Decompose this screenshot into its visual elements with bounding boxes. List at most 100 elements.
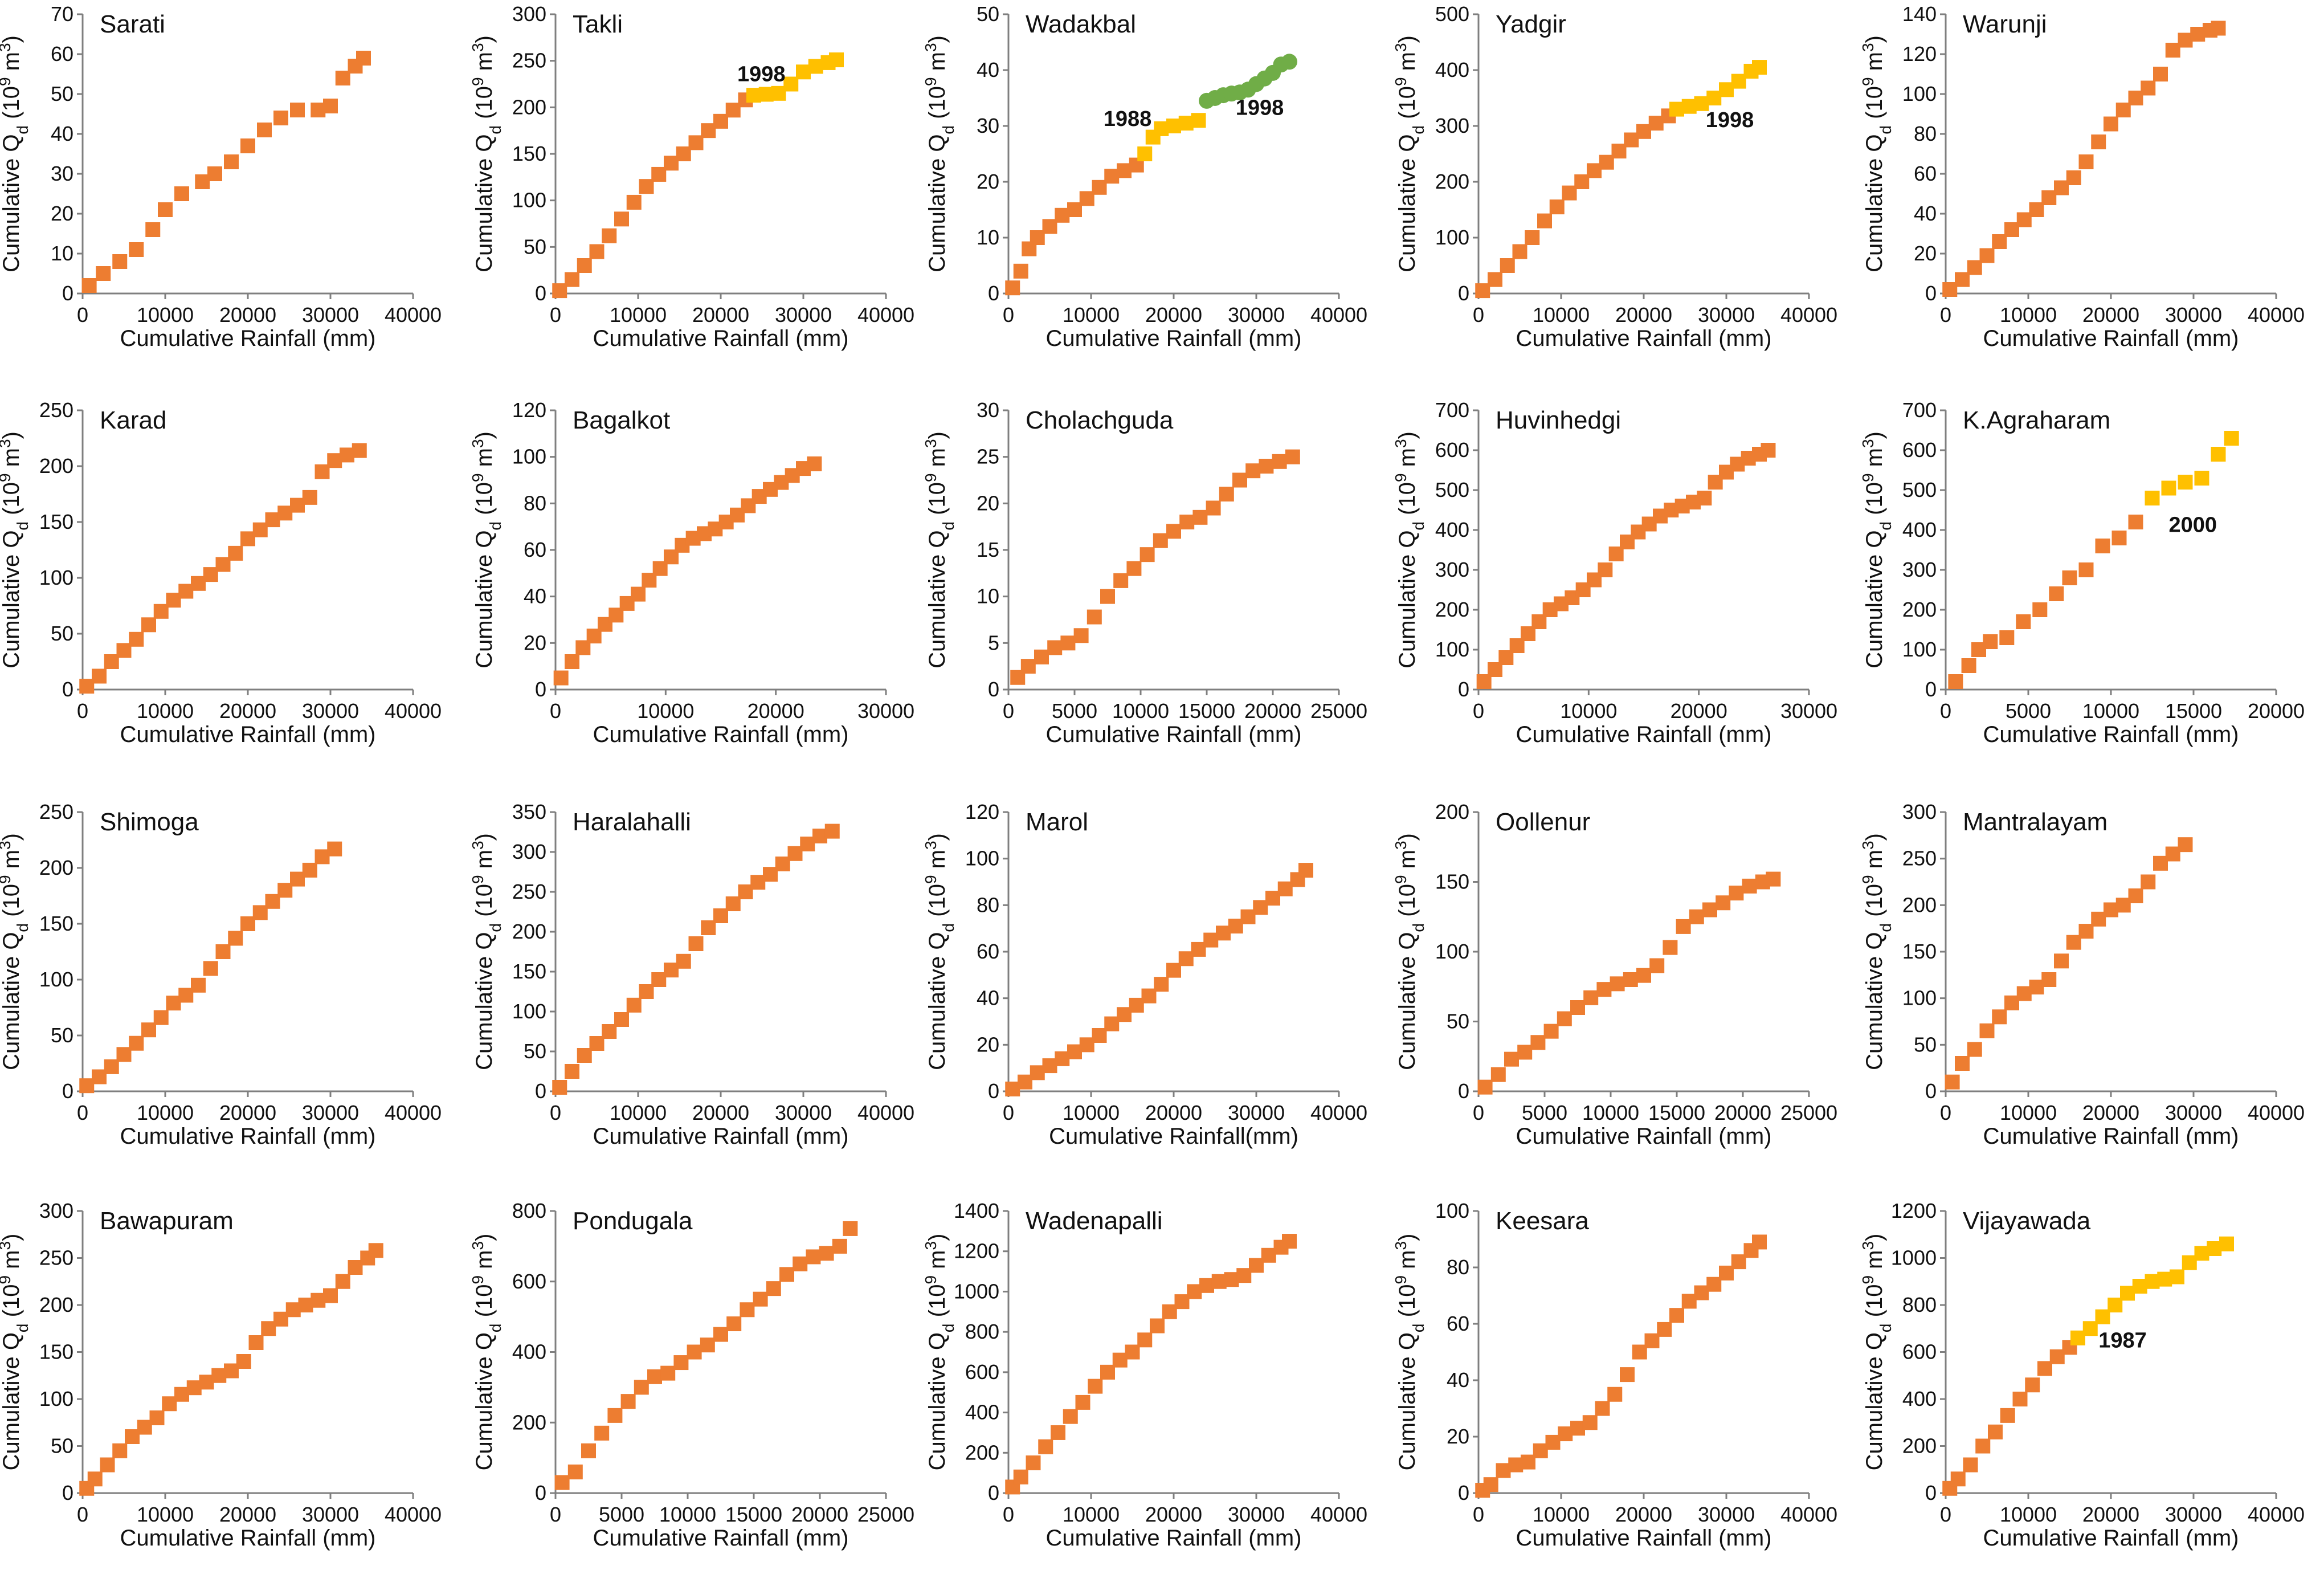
x-tick-label: 20000	[219, 1503, 276, 1526]
x-tick-label: 0	[77, 1503, 88, 1526]
data-point	[203, 567, 218, 582]
y-axis-title: Cumulative Qd (109 m3)	[0, 431, 31, 668]
x-tick-label: 15000	[1648, 1101, 1705, 1124]
y-tick-label: 50	[524, 1039, 546, 1063]
x-tick-label: 0	[77, 1101, 88, 1124]
x-tick-label: 10000	[2000, 303, 2057, 327]
data-point	[2211, 21, 2226, 36]
chart-panel-marol: 0 20 40 60 80 100 120 0 10000 20000 30000 40000 Cumu…	[922, 800, 1368, 1149]
y-axis-title: Cumulative Qd (109 m3)	[922, 1234, 957, 1471]
data-point	[1178, 116, 1194, 131]
data-point	[153, 603, 169, 619]
data-point	[639, 984, 654, 999]
data-point	[1598, 562, 1613, 577]
data-point	[129, 631, 144, 647]
y-axis-title: Cumulative Qd (109 m3)	[1392, 431, 1427, 668]
data-point	[368, 1243, 383, 1258]
x-tick-label: 20000	[1670, 699, 1727, 723]
data-point	[1596, 982, 1612, 997]
series-base-period	[1005, 157, 1144, 296]
y-tick-label: 0	[1925, 1481, 1937, 1504]
y-axis-title: Cumulative Qd (109 m3)	[1859, 833, 1894, 1070]
data-point	[620, 1394, 636, 1409]
y-tick-label: 0	[1925, 282, 1937, 305]
y-tick-label: 600	[1902, 438, 1937, 462]
data-point	[1607, 1387, 1623, 1402]
data-point	[750, 875, 766, 890]
data-point	[1249, 1258, 1264, 1273]
data-point	[1100, 589, 1115, 604]
chart-panel-sarati: 0 10 20 30 40 50 60 70 0 10000 20000 30000 40000 Cumu…	[0, 2, 442, 351]
data-point	[631, 586, 646, 602]
data-point	[2041, 972, 2057, 987]
data-point	[565, 654, 579, 669]
data-point	[602, 1024, 617, 1039]
data-point	[2029, 980, 2044, 995]
y-tick-label: 0	[535, 678, 546, 701]
data-point	[1648, 116, 1664, 131]
data-point	[285, 1302, 301, 1318]
chart-panel-keesara: 0 20 40 60 80 100 0 10000 20000 30000 40000 Cumulat…	[1392, 1199, 1838, 1551]
x-tick-label: 0	[1473, 699, 1484, 723]
y-axis-title: Cumulative Qd (109 m3)	[0, 833, 31, 1070]
data-point	[1488, 272, 1502, 287]
data-point	[639, 179, 654, 194]
data-point	[1067, 1044, 1082, 1059]
data-point	[186, 1380, 202, 1396]
data-point	[261, 1321, 276, 1336]
y-tick-label: 200	[1435, 170, 1469, 193]
data-point	[2049, 586, 2064, 601]
data-point	[1694, 1285, 1709, 1300]
x-tick-label: 10000	[137, 699, 194, 723]
x-axis-title: Cumulative Rainfall (mm)	[593, 326, 849, 351]
data-point	[100, 1457, 115, 1473]
data-point	[1199, 1278, 1214, 1293]
data-point	[112, 254, 128, 269]
data-point	[1632, 1344, 1647, 1360]
data-point	[1676, 919, 1691, 934]
x-tick-label: 20000	[2248, 699, 2305, 723]
x-tick-label: 20000	[1145, 1101, 1202, 1124]
data-point	[1166, 524, 1181, 539]
x-axis-title: Cumulative Rainfall (mm)	[1516, 1526, 1772, 1551]
y-tick-label: 200	[39, 1293, 73, 1316]
data-point	[1530, 1035, 1546, 1050]
y-tick-label: 200	[512, 95, 546, 119]
y-tick-label: 100	[39, 1387, 73, 1410]
y-tick-label: 300	[512, 840, 546, 863]
data-point	[112, 1443, 128, 1458]
x-tick-label: 0	[550, 699, 561, 723]
data-point	[1963, 1457, 1978, 1473]
y-tick-label: 200	[512, 1410, 546, 1434]
data-point	[1298, 863, 1313, 878]
data-point	[1112, 1352, 1128, 1368]
y-tick-label: 800	[965, 1320, 999, 1343]
y-tick-label: 5	[988, 631, 999, 654]
data-point	[688, 936, 704, 951]
station-title: Takli	[573, 10, 623, 38]
x-tick-label: 10000	[1063, 1503, 1120, 1526]
y-tick-label: 600	[1435, 438, 1469, 462]
y-tick-label: 1000	[1891, 1246, 1937, 1270]
data-point	[1983, 634, 1998, 649]
y-tick-label: 100	[1902, 986, 1937, 1010]
station-title: Cholachguda	[1026, 406, 1174, 434]
x-tick-label: 40000	[2248, 303, 2305, 327]
x-tick-label: 30000	[775, 303, 832, 327]
data-point	[215, 557, 231, 572]
station-title: Pondugala	[573, 1207, 693, 1235]
data-point	[832, 1238, 847, 1254]
break-year-label: 1998	[737, 63, 786, 87]
data-point	[1599, 154, 1614, 170]
data-point	[1166, 119, 1181, 133]
y-tick-label: 0	[62, 1481, 73, 1504]
data-point	[207, 166, 222, 181]
y-tick-label: 10	[977, 585, 999, 608]
data-point	[1945, 1074, 1960, 1090]
x-axis-title: Cumulative Rainfall (mm)	[1046, 326, 1302, 351]
data-point	[1285, 449, 1300, 464]
y-axis-title: Cumulative Qd (109 m3)	[922, 431, 957, 668]
station-title: Sarati	[100, 10, 165, 38]
data-point	[1005, 1081, 1020, 1096]
x-axis-title: Cumulative Rainfall (mm)	[593, 1124, 849, 1149]
